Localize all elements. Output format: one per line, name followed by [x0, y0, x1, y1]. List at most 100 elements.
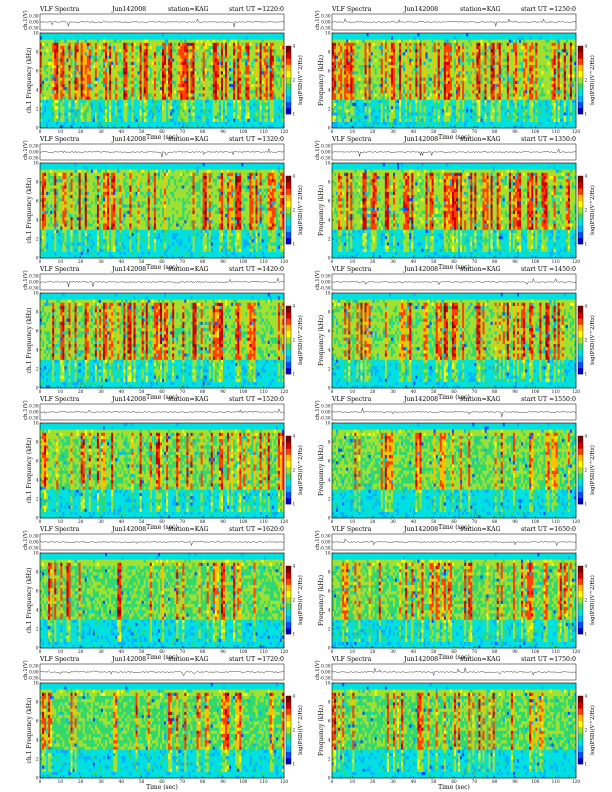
- spectrogram-cell: [127, 86, 130, 91]
- spectrogram-cell: [220, 58, 224, 62]
- spectrogram-cell: [227, 33, 230, 37]
- spectrogram-cell: [241, 39, 244, 43]
- spectrogram-cell: [336, 55, 339, 59]
- spectrogram-cell: [60, 93, 63, 97]
- spectrogram-cell: [370, 118, 373, 122]
- spectrogram-cell: [263, 115, 266, 119]
- spectrogram-cell: [155, 52, 159, 56]
- spectrogram-cell: [356, 115, 359, 119]
- spectrogram-cell: [378, 39, 382, 43]
- spectrogram-cell: [188, 36, 191, 40]
- spectrogram-cell: [374, 93, 378, 97]
- spectrogram-cell: [358, 36, 361, 40]
- spectrogram-cell: [111, 77, 114, 81]
- spectrogram-cell: [263, 33, 266, 37]
- spectrogram-cell: [342, 39, 345, 43]
- spectrogram-cell: [243, 55, 246, 59]
- spectrogram-cell: [186, 121, 189, 126]
- spectrogram-cell: [368, 124, 371, 129]
- spectrogram-cell: [249, 58, 252, 62]
- spectrogram-cell: [180, 83, 183, 88]
- x-tick-label: 100: [239, 129, 247, 134]
- spectrogram-cell: [182, 58, 185, 62]
- spectrogram-cell: [265, 99, 269, 103]
- spectrogram-cell: [368, 115, 371, 119]
- panel-station: station=KAG: [168, 6, 209, 13]
- spectrogram-cell: [196, 36, 199, 40]
- spectrogram-cell: [372, 118, 375, 122]
- spectrogram-cell: [386, 115, 390, 119]
- spectrogram-cell: [370, 45, 373, 50]
- spectrogram-cell: [58, 48, 61, 53]
- spectrogram-cell: [346, 33, 349, 37]
- spectrogram-cell: [220, 80, 224, 84]
- spectrogram-cell: [342, 83, 345, 88]
- spectrogram-cell: [393, 96, 396, 100]
- spectrogram-cell: [247, 109, 250, 113]
- spectrogram-cell: [261, 42, 264, 46]
- spectrogram-cell: [101, 42, 104, 46]
- spectrogram-cell: [338, 109, 341, 113]
- spectrogram-cell: [249, 86, 252, 91]
- spectrogram-cell: [44, 105, 47, 110]
- spectrogram-cell: [68, 42, 71, 46]
- spectrogram-cell: [243, 67, 246, 72]
- spectrogram-cell: [212, 121, 216, 126]
- spectrogram-cell: [243, 112, 246, 116]
- spectrogram-cell: [172, 86, 175, 91]
- spectrogram-cell: [74, 121, 77, 126]
- spectrogram-cell: [397, 115, 400, 119]
- spectrogram-cell: [127, 64, 130, 69]
- spectrogram-cell: [360, 36, 363, 40]
- spectrogram-cell: [401, 93, 404, 97]
- spectrogram-cell: [131, 83, 134, 88]
- spectrogram-cell: [190, 109, 193, 113]
- spectrogram-cell: [164, 105, 167, 110]
- spectrogram-cell: [80, 80, 83, 84]
- spectrogram-cell: [72, 83, 75, 88]
- spectrogram-cell: [190, 102, 193, 107]
- spectrogram-cell: [200, 99, 203, 103]
- spectrogram-cell: [346, 42, 349, 46]
- spectrogram-cell: [111, 102, 114, 107]
- colorbar-segment: [286, 101, 291, 109]
- spectrogram-cell: [237, 109, 240, 113]
- spectrogram-cell: [263, 52, 266, 56]
- spectrogram-cell: [233, 109, 236, 113]
- spectrogram-cell: [56, 71, 59, 75]
- spectrogram-cell: [74, 39, 77, 43]
- spectrogram-cell: [113, 83, 116, 88]
- spectrogram-cell: [362, 45, 365, 50]
- spectrogram-cell: [344, 74, 347, 78]
- spectrogram-cell: [225, 86, 228, 91]
- spectrogram-cell: [368, 42, 371, 46]
- spectrogram-cell: [111, 121, 114, 126]
- spectrogram-cell: [370, 33, 373, 37]
- spectrogram-cell: [82, 61, 86, 65]
- spectrogram-cell: [384, 52, 388, 56]
- spectrogram-cell: [54, 86, 57, 91]
- spectrogram-cell: [56, 109, 59, 113]
- colorbar-segment: [286, 95, 291, 102]
- spectrogram-cell: [401, 77, 404, 81]
- spectrogram-cell: [336, 52, 339, 56]
- spectrogram-cell: [344, 77, 347, 81]
- spectrogram-cell: [115, 74, 118, 78]
- spectrogram-cell: [56, 83, 59, 88]
- spectrogram-cell: [164, 33, 167, 37]
- spectrogram-cell: [273, 67, 277, 72]
- spectrogram-cell: [411, 77, 414, 81]
- spectrogram-cell: [376, 67, 380, 72]
- spectrogram-cell: [113, 112, 116, 116]
- spectrogram-cell: [360, 55, 363, 59]
- spectrogram-cell: [172, 90, 175, 94]
- spectrogram-cell: [382, 83, 386, 88]
- spectrogram-cell: [358, 48, 361, 53]
- spectrogram-cell: [113, 71, 116, 75]
- spectrogram-cell: [269, 86, 273, 91]
- spectrogram-cell: [151, 99, 155, 103]
- spectrogram-cell: [380, 71, 384, 75]
- spectrogram-cell: [206, 93, 210, 97]
- spectrogram-cell: [245, 86, 248, 91]
- spectrogram-cell: [259, 58, 262, 62]
